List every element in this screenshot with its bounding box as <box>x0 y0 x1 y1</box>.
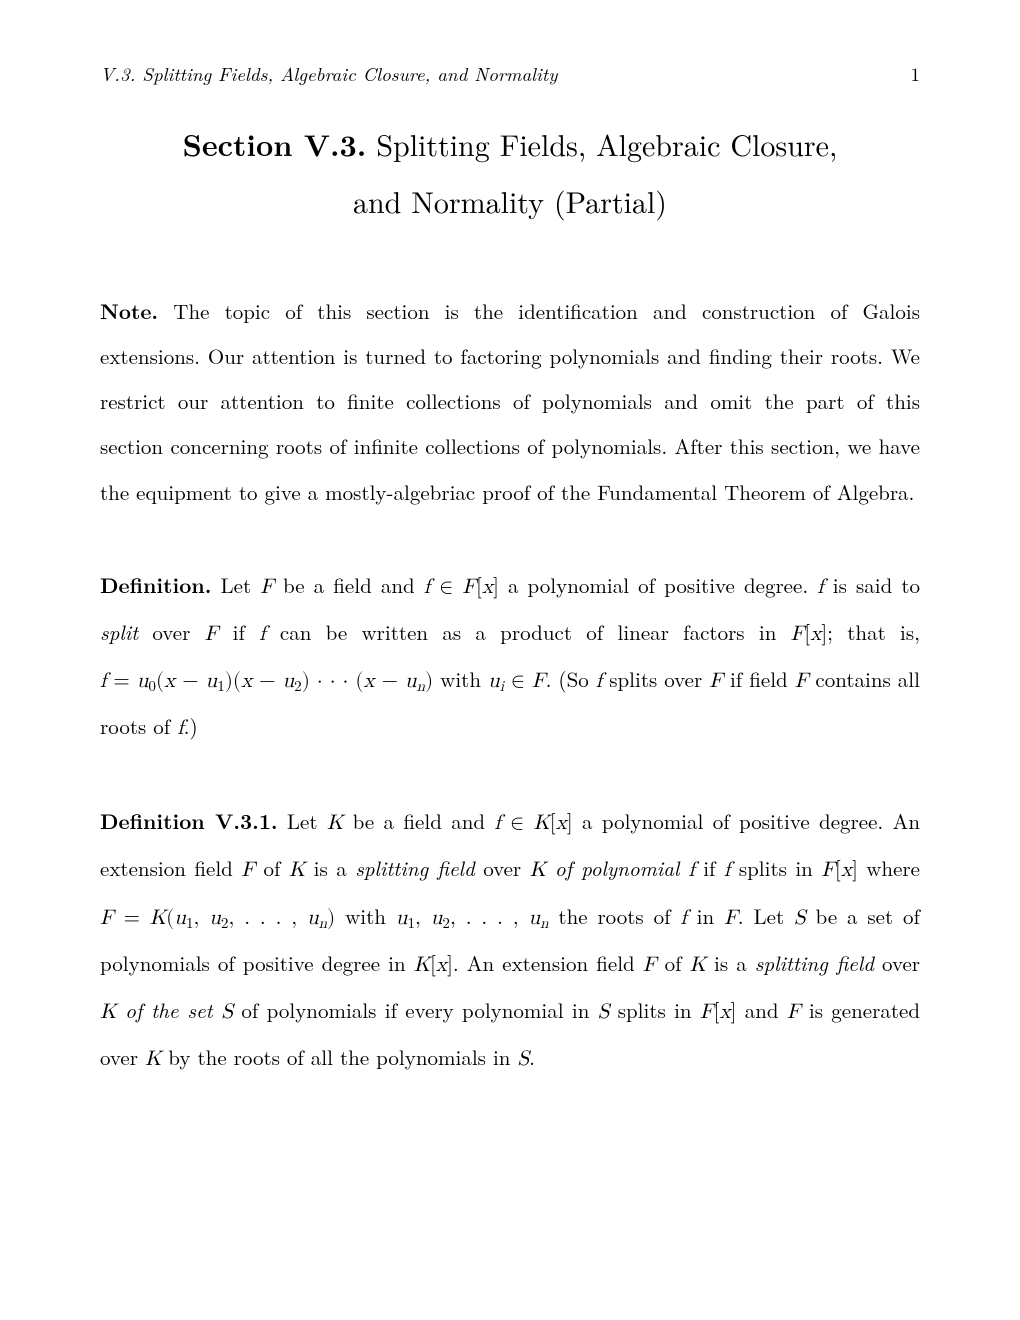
text: splits over <box>602 664 709 694</box>
math-F: F <box>787 1002 801 1023</box>
math-K: K <box>690 955 706 976</box>
title-line-2: and Normality (Partial) <box>100 172 920 229</box>
text: with <box>433 664 488 694</box>
math-f-in-Kx: f ∈ K[x] <box>494 813 572 834</box>
text: the roots of <box>549 901 681 931</box>
text: is a <box>706 948 755 978</box>
page-number: 1 <box>910 60 920 87</box>
math-f-in-Fx: f ∈ F[x] <box>424 577 499 598</box>
math-ui-in-F: ui ∈ F <box>488 671 546 692</box>
note-body: The topic of this section is the identif… <box>100 296 920 507</box>
math-factorization: f = u0(x − u1)(x − u2) · · · (x − un) <box>100 671 433 692</box>
text: over <box>874 948 920 978</box>
term-splitting-field: splitting field <box>755 948 874 978</box>
text: where <box>858 853 920 883</box>
math-Fx: F[x] <box>791 624 828 645</box>
term-of-polynomial: of polynomial <box>546 853 688 883</box>
text: Let <box>278 806 327 836</box>
running-title: V.3. Splitting Fields, Algebraic Closure… <box>100 60 557 87</box>
text: if field <box>723 664 795 694</box>
definition-label: Definition V.3.1. <box>100 806 278 836</box>
text: and <box>736 995 786 1025</box>
math-Kx: K[x] <box>414 955 453 976</box>
text: . Let <box>738 901 794 931</box>
term-splitting-field: splitting field <box>355 853 475 883</box>
text: over <box>475 853 530 883</box>
math-S: S <box>794 908 806 929</box>
text: . <box>529 1042 535 1072</box>
math-S: S <box>598 1002 610 1023</box>
math-F: F <box>724 908 738 929</box>
text: . An extension field <box>453 948 643 978</box>
math-S: S <box>517 1049 529 1070</box>
text: be a field and <box>343 806 494 836</box>
running-header: V.3. Splitting Fields, Algebraic Closure… <box>100 60 920 87</box>
math-K: K <box>100 1002 116 1023</box>
text: splits in <box>609 995 699 1025</box>
text: by the roots of all the polynomials in <box>161 1042 517 1072</box>
section-title: Section V.3. Splitting Fields, Algebraic… <box>100 115 920 229</box>
text: of <box>255 853 289 883</box>
math-u-list: u1, u2, . . . , un <box>396 908 549 929</box>
text: if <box>218 617 259 647</box>
math-S: S <box>221 1002 233 1023</box>
math-K: K <box>530 860 546 881</box>
text: can be written as a product of linear fa… <box>266 617 791 647</box>
math-F: F <box>241 860 255 881</box>
definition-split: Definition. Let F be a field and f ∈ F[x… <box>100 563 920 752</box>
text: a polynomial of positive degree. <box>499 570 817 600</box>
text: is a <box>305 853 355 883</box>
math-F: F <box>795 671 809 692</box>
text: be a field and <box>274 570 424 600</box>
math-K: K <box>145 1049 161 1070</box>
term-of-the-set: of the set <box>116 995 221 1025</box>
text: .) <box>184 711 198 741</box>
text: ; that is, <box>827 617 920 647</box>
text: Let <box>211 570 260 600</box>
title-line-1: Splitting Fields, Algebraic Closure, <box>366 122 837 165</box>
text: if <box>695 853 724 883</box>
text: with <box>335 901 396 931</box>
math-Fx: F[x] <box>821 860 858 881</box>
text: of <box>657 948 690 978</box>
definition-v31: Definition V.3.1. Let K be a field and f… <box>100 799 920 1082</box>
math-F: F <box>709 671 723 692</box>
note-label: Note. <box>100 296 158 326</box>
text: . (So <box>546 664 596 694</box>
math-F: F <box>643 955 657 976</box>
text: is said to <box>824 570 920 600</box>
text: of polynomials if every polynomial in <box>233 995 598 1025</box>
text: splits in <box>730 853 821 883</box>
text: in <box>687 901 724 931</box>
math-F: F <box>260 577 274 598</box>
math-K: K <box>289 860 305 881</box>
definition-label: Definition. <box>100 570 211 600</box>
note-paragraph: Note. The topic of this section is the i… <box>100 289 920 515</box>
term-split: split <box>100 617 138 647</box>
math-F-eq-K: F = K(u1, u2, . . . , un) <box>100 908 335 929</box>
text: over <box>138 617 205 647</box>
section-label: Section V.3. <box>183 122 367 165</box>
math-F: F <box>205 624 219 645</box>
math-Fx: F[x] <box>700 1002 737 1023</box>
math-K: K <box>327 813 343 834</box>
